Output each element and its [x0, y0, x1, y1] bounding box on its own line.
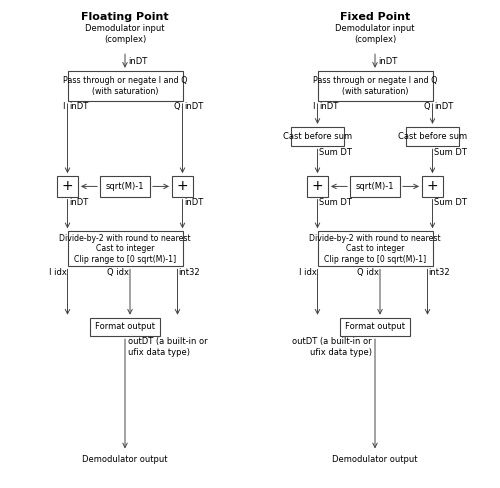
Bar — [406, 127, 459, 146]
Bar — [291, 127, 344, 146]
Bar — [350, 176, 400, 197]
Text: Demodulator output: Demodulator output — [332, 455, 418, 464]
Text: inDT: inDT — [378, 57, 397, 65]
Bar — [57, 176, 78, 197]
Text: I idx: I idx — [298, 268, 316, 277]
Text: inDT: inDT — [69, 102, 88, 111]
Text: Fixed Point: Fixed Point — [340, 12, 410, 22]
Text: inDT: inDT — [128, 57, 147, 65]
Text: inDT: inDT — [434, 102, 453, 111]
Text: Sum DT: Sum DT — [319, 148, 352, 157]
Bar — [68, 71, 182, 101]
Text: +: + — [426, 180, 438, 193]
Text: Floating Point: Floating Point — [81, 12, 169, 22]
Bar — [318, 231, 432, 266]
Text: Sum DT: Sum DT — [434, 148, 467, 157]
Text: Divide-by-2 with round to nearest
Cast to integer
Clip range to [0 sqrt(M)-1]: Divide-by-2 with round to nearest Cast t… — [59, 234, 191, 264]
Text: inDT: inDT — [319, 102, 338, 111]
Text: I: I — [312, 102, 315, 111]
Bar — [340, 318, 410, 336]
Text: Cast before sum: Cast before sum — [283, 132, 352, 141]
Text: I: I — [62, 102, 65, 111]
Text: Q idx: Q idx — [357, 268, 379, 277]
Bar — [307, 176, 328, 197]
Text: outDT (a built-in or
ufix data type): outDT (a built-in or ufix data type) — [128, 337, 208, 357]
Text: I idx: I idx — [48, 268, 66, 277]
Text: outDT (a built-in or
ufix data type): outDT (a built-in or ufix data type) — [292, 337, 372, 357]
Text: inDT: inDT — [184, 102, 203, 111]
Text: inDT: inDT — [184, 198, 203, 207]
Text: Cast before sum: Cast before sum — [398, 132, 467, 141]
Text: Sum DT: Sum DT — [434, 198, 467, 207]
Text: int32: int32 — [428, 268, 450, 277]
Text: int32: int32 — [178, 268, 200, 277]
Text: Pass through or negate I and Q
(with saturation): Pass through or negate I and Q (with sat… — [63, 76, 187, 96]
Text: Divide-by-2 with round to nearest
Cast to integer
Clip range to [0 sqrt(M)-1]: Divide-by-2 with round to nearest Cast t… — [309, 234, 441, 264]
Text: Format output: Format output — [95, 323, 155, 331]
Bar — [172, 176, 193, 197]
Text: Q idx: Q idx — [107, 268, 129, 277]
Text: Q: Q — [174, 102, 180, 111]
Bar — [90, 318, 160, 336]
Bar — [100, 176, 150, 197]
Text: Format output: Format output — [345, 323, 405, 331]
Text: inDT: inDT — [69, 198, 88, 207]
Text: +: + — [312, 180, 324, 193]
Text: sqrt(M)-1: sqrt(M)-1 — [106, 182, 144, 191]
Bar — [68, 231, 182, 266]
Text: Sum DT: Sum DT — [319, 198, 352, 207]
Text: Q: Q — [424, 102, 430, 111]
Text: +: + — [62, 180, 74, 193]
Bar — [318, 71, 432, 101]
Text: Demodulator input
(complex): Demodulator input (complex) — [335, 24, 415, 44]
Text: sqrt(M)-1: sqrt(M)-1 — [356, 182, 394, 191]
Text: Demodulator input
(complex): Demodulator input (complex) — [85, 24, 165, 44]
Text: +: + — [176, 180, 188, 193]
Text: Demodulator output: Demodulator output — [82, 455, 168, 464]
Bar — [422, 176, 443, 197]
Text: Pass through or negate I and Q
(with saturation): Pass through or negate I and Q (with sat… — [313, 76, 437, 96]
